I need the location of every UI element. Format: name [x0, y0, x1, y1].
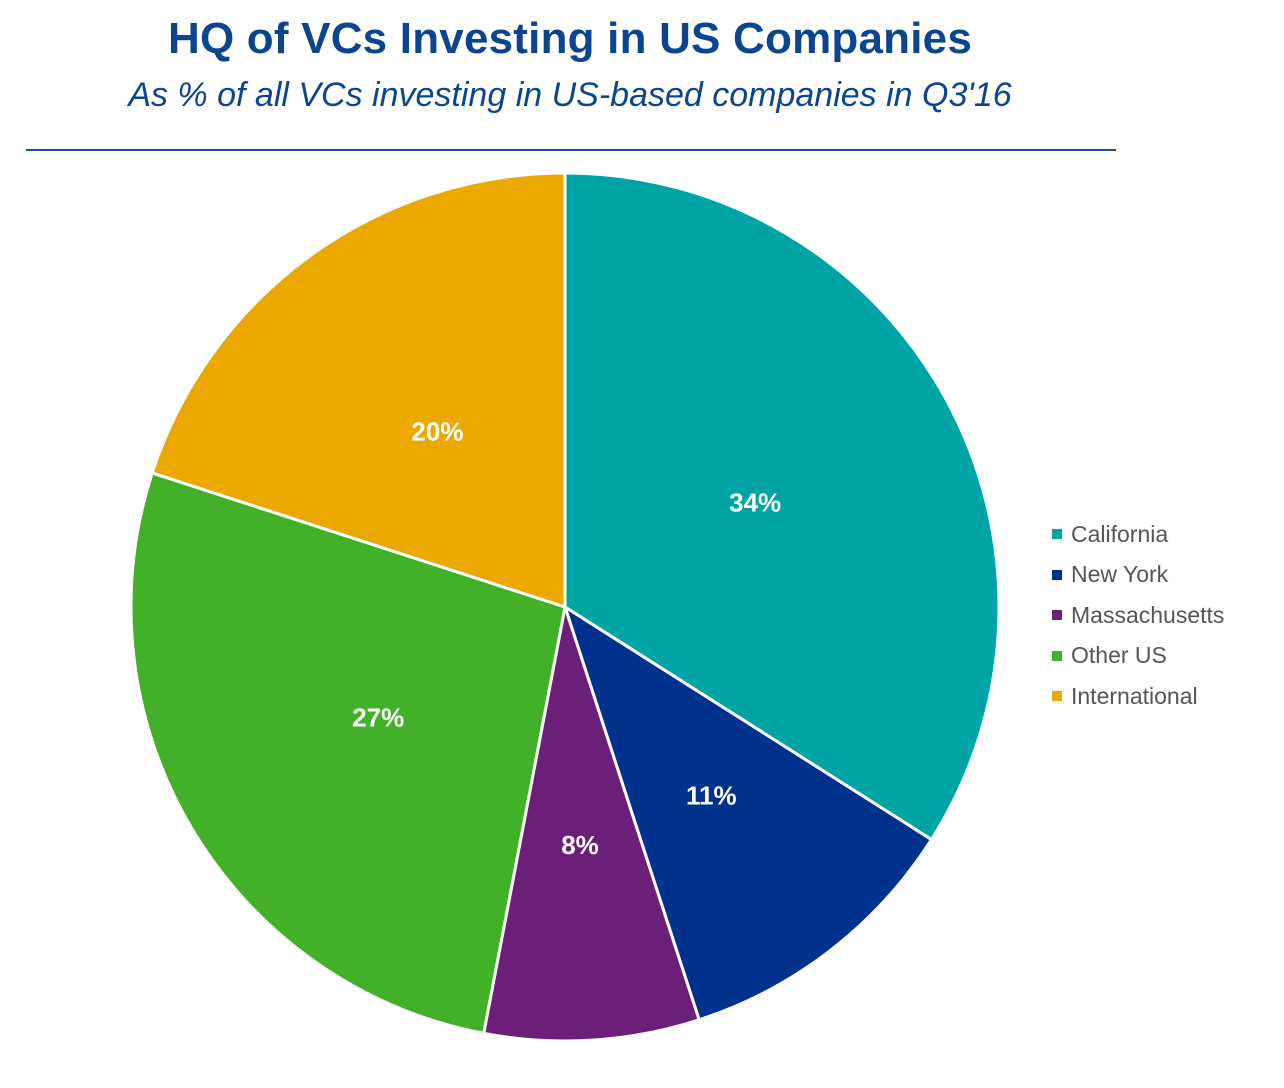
pie-slice-massachusetts [481, 606, 702, 1043]
legend-item-california: California [1052, 514, 1224, 555]
legend-swatch [1052, 610, 1062, 621]
pie-slice-new-york [562, 603, 934, 1022]
legend-swatch [1052, 569, 1062, 580]
data-label: 11% [686, 781, 737, 811]
legend-label: New York [1071, 561, 1169, 588]
pie-slice-california [563, 171, 1001, 842]
data-label: 8% [561, 830, 599, 860]
legend-swatch [1052, 691, 1062, 702]
legend-swatch [1052, 650, 1062, 661]
legend-item-other-us: Other US [1052, 636, 1224, 677]
data-label: 27% [352, 702, 404, 732]
legend-label: Other US [1071, 642, 1167, 669]
title-divider [26, 149, 1116, 151]
legend-label: California [1071, 520, 1169, 547]
legend: California New York Massachusetts Other … [1052, 514, 1224, 717]
legend-label: International [1071, 682, 1198, 709]
chart-title: HQ of VCs Investing in US Companies [167, 14, 972, 63]
legend-swatch [1052, 529, 1062, 540]
pie-slice-international [150, 171, 567, 610]
legend-item-international: International [1052, 676, 1224, 717]
legend-item-new-york: New York [1052, 555, 1224, 596]
pie-slice-other-us [129, 470, 567, 1036]
data-label: 20% [411, 416, 463, 446]
chart-subtitle: As % of all VCs investing in US-based co… [128, 76, 1012, 114]
data-label: 34% [729, 487, 781, 517]
legend-label: Massachusetts [1071, 601, 1225, 628]
legend-item-massachusetts: Massachusetts [1052, 595, 1224, 636]
